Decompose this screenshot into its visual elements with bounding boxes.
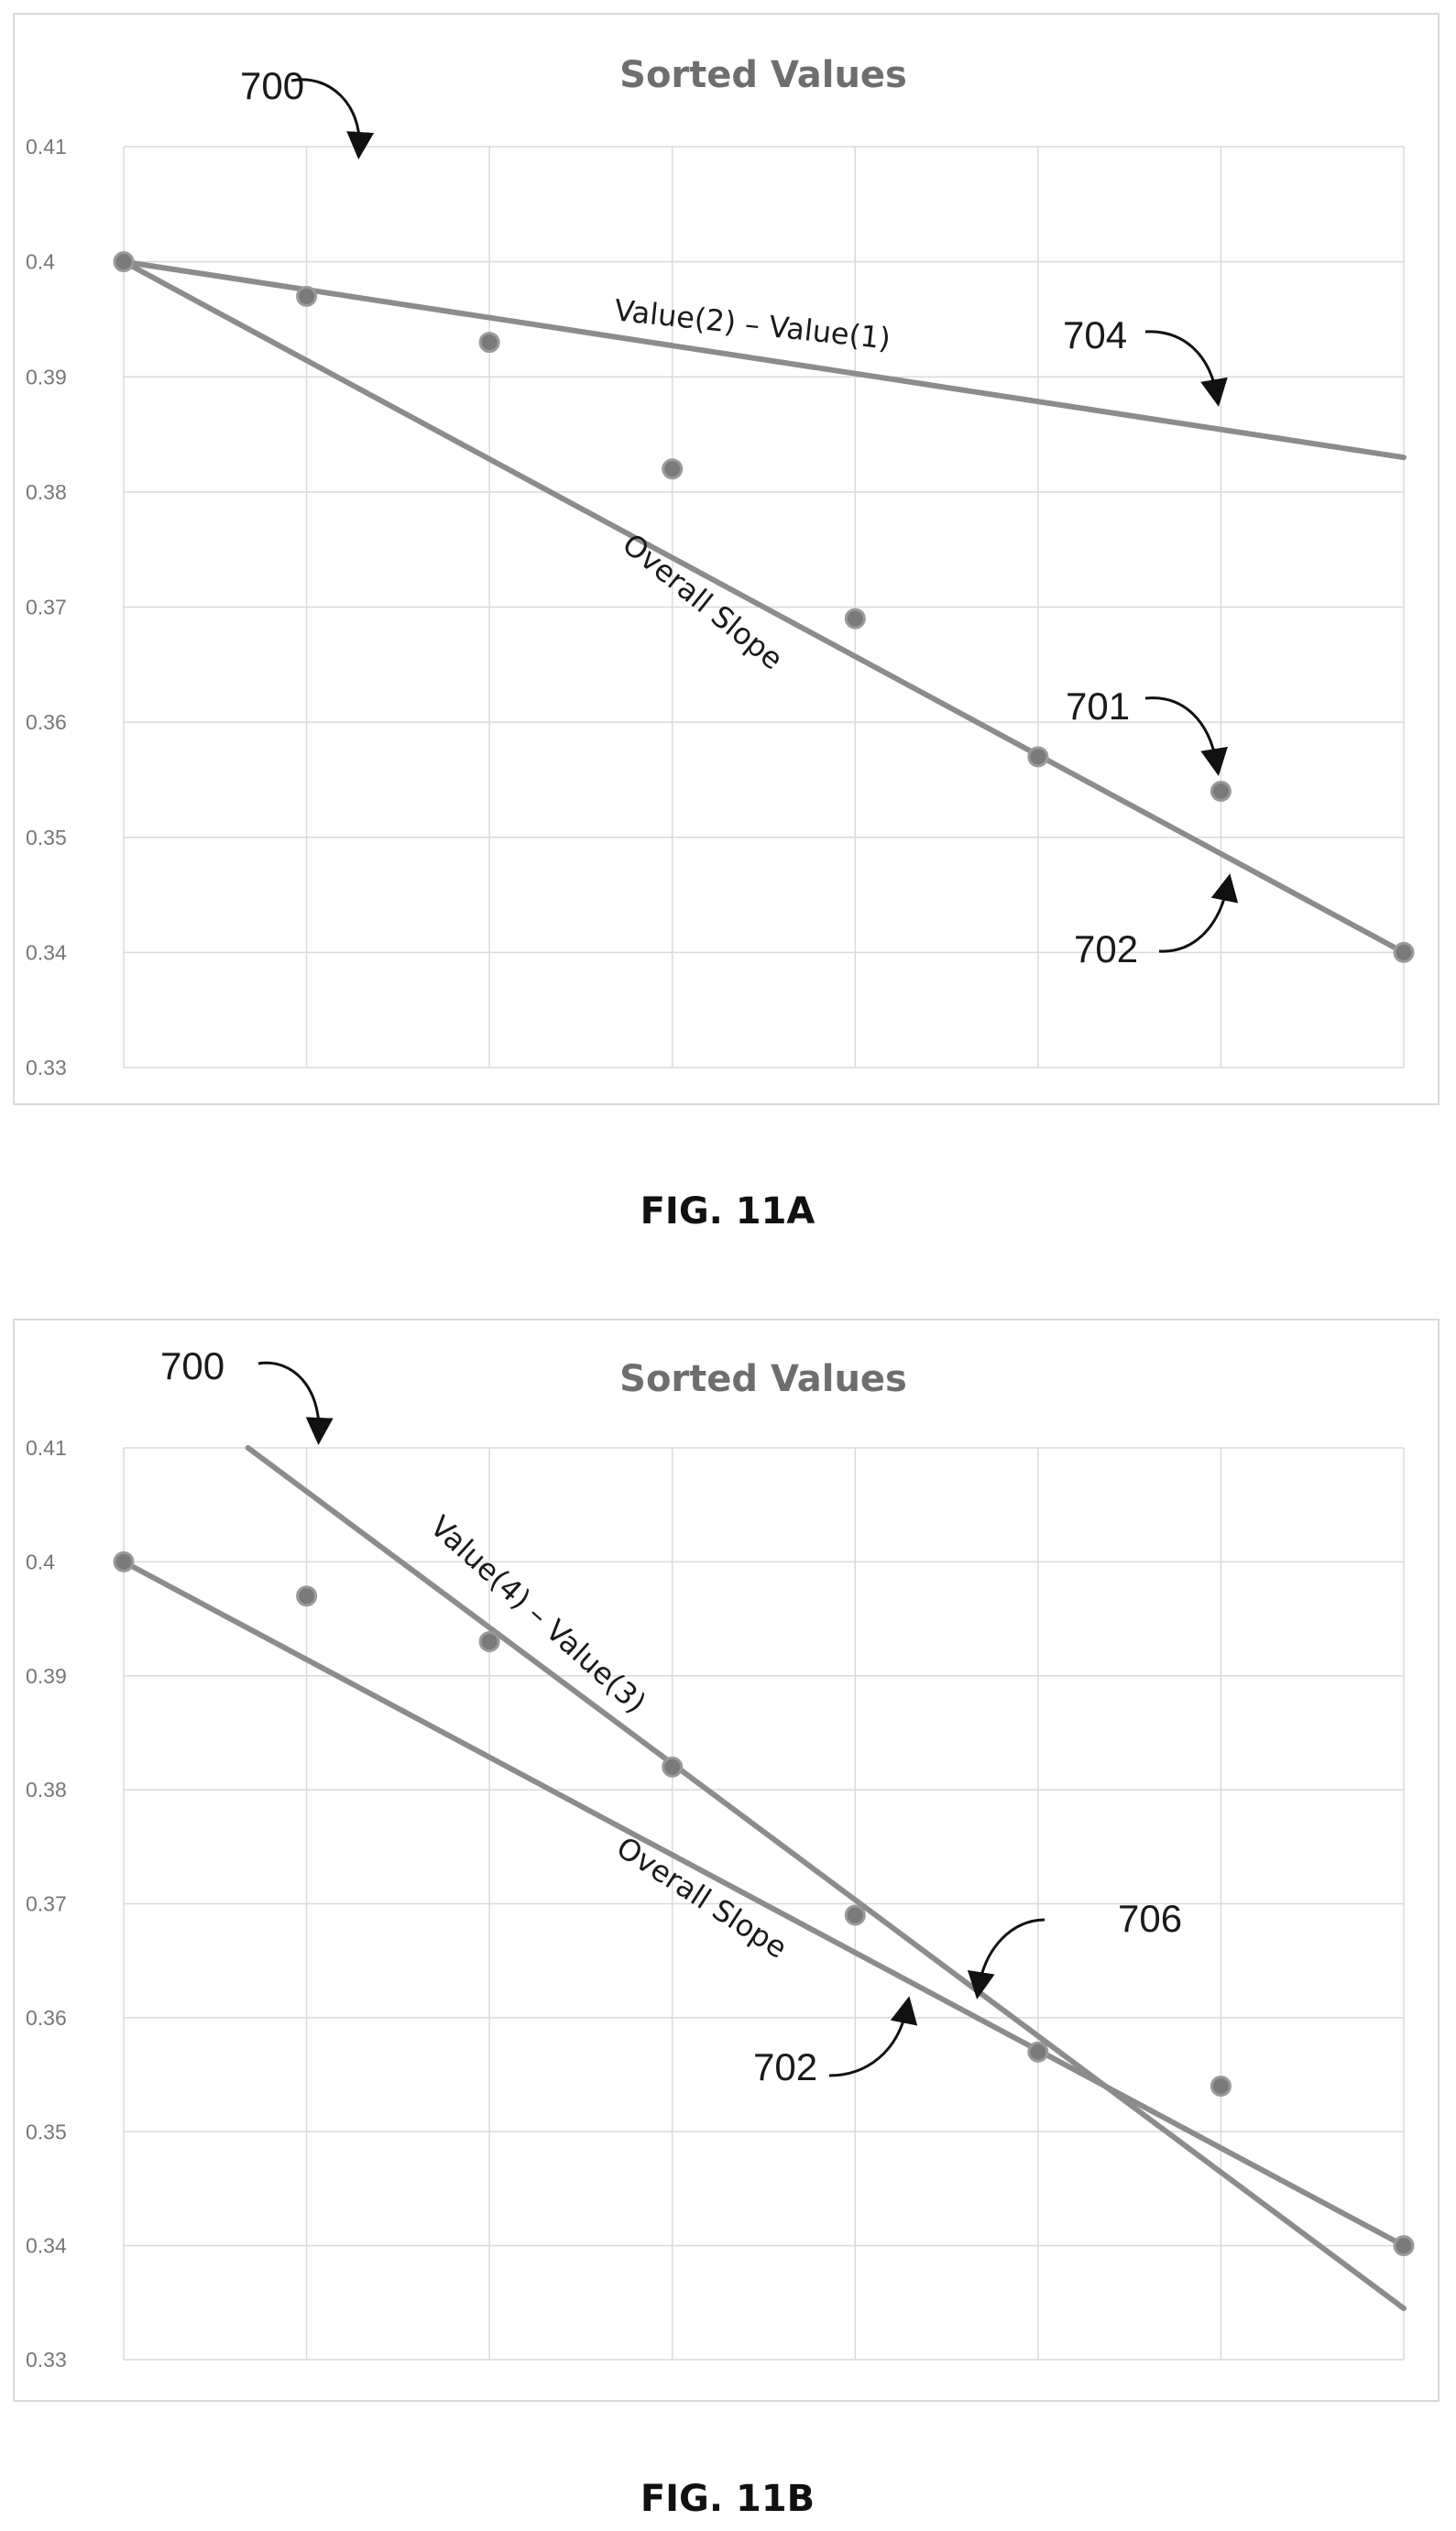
callout-label-704: 704 xyxy=(1063,313,1127,356)
pair-slope-label: Value(4) – Value(3) xyxy=(423,1508,652,1720)
data-point xyxy=(113,1550,135,1572)
y-tick-label: 0.4 xyxy=(26,1550,55,1573)
data-point xyxy=(1393,941,1415,963)
data-point xyxy=(1027,2041,1049,2063)
callout-arrow-700 xyxy=(290,78,375,159)
data-point xyxy=(113,251,135,273)
y-tick-label: 0.35 xyxy=(26,2120,67,2143)
callout-label-701: 701 xyxy=(1066,685,1130,728)
callout-label-702: 702 xyxy=(1074,927,1138,970)
y-tick-label: 0.34 xyxy=(26,2234,67,2258)
overall-slope-line xyxy=(121,1559,1407,2249)
data-point xyxy=(1027,746,1049,768)
pair-slope-line xyxy=(245,1445,1407,2312)
chart-fig-11a: Sorted Values 0.33 0.34 0.35 0.36 0.37 0.38 0.3… xyxy=(13,13,1440,1233)
callout-label-700: 700 xyxy=(240,64,304,107)
y-tick-label: 0.41 xyxy=(26,135,67,159)
data-point xyxy=(296,1585,318,1607)
y-tick-label: 0.36 xyxy=(26,710,67,734)
y-tick-label: 0.35 xyxy=(26,826,67,849)
callout-arrow-706 xyxy=(967,1918,1045,2000)
y-tick-label: 0.41 xyxy=(26,1436,67,1460)
data-point xyxy=(1210,2076,1232,2097)
chart-frame xyxy=(13,13,1440,1105)
figure-caption: FIG. 11B xyxy=(640,2478,815,2520)
chart-frame xyxy=(13,1319,1440,2402)
figure-caption: FIG. 11A xyxy=(640,1190,816,1233)
y-tick-label: 0.38 xyxy=(26,480,67,504)
chart-fig-11b: Sorted Values 0.33 0.34 0.35 0.36 0.37 0.38 0.3… xyxy=(13,1319,1440,2520)
data-point xyxy=(1210,781,1232,802)
pair-slope-label: Value(2) – Value(1) xyxy=(613,292,892,356)
y-tick-label: 0.37 xyxy=(26,596,67,619)
y-tick-label: 0.4 xyxy=(26,250,55,274)
data-point xyxy=(844,608,866,630)
y-tick-label: 0.39 xyxy=(26,365,67,389)
callout-label-700: 700 xyxy=(160,1344,224,1387)
data-point xyxy=(844,1904,866,1926)
data-point xyxy=(1393,2235,1415,2257)
y-tick-label: 0.37 xyxy=(26,1892,67,1916)
data-point xyxy=(478,332,500,354)
callout-arrow-701 xyxy=(1144,696,1228,776)
y-tick-label: 0.39 xyxy=(26,1664,67,1688)
callout-label-706: 706 xyxy=(1118,1897,1182,1940)
chart-title: Sorted Values xyxy=(619,54,907,96)
y-tick-label: 0.38 xyxy=(26,1778,67,1802)
callout-arrow-700 xyxy=(257,1361,334,1445)
y-tick-label: 0.36 xyxy=(26,2006,67,2030)
data-point xyxy=(478,1630,500,1652)
callout-arrow-702 xyxy=(828,1996,918,2077)
overall-slope-line xyxy=(121,258,1407,956)
callout-label-702: 702 xyxy=(753,2045,817,2088)
y-tick-label: 0.33 xyxy=(26,2348,67,2372)
chart-title: Sorted Values xyxy=(619,1358,907,1400)
y-tick-label: 0.34 xyxy=(26,940,67,964)
callout-arrow-704 xyxy=(1144,330,1228,407)
data-point xyxy=(662,458,684,480)
pair-slope-line xyxy=(121,258,1407,461)
y-tick-label: 0.33 xyxy=(26,1056,67,1079)
callout-arrow-702 xyxy=(1158,873,1239,953)
data-point xyxy=(296,285,318,307)
overall-slope-label: Overall Slope xyxy=(610,1830,794,1966)
overall-slope-label: Overall Slope xyxy=(616,527,790,677)
data-point xyxy=(662,1756,684,1778)
